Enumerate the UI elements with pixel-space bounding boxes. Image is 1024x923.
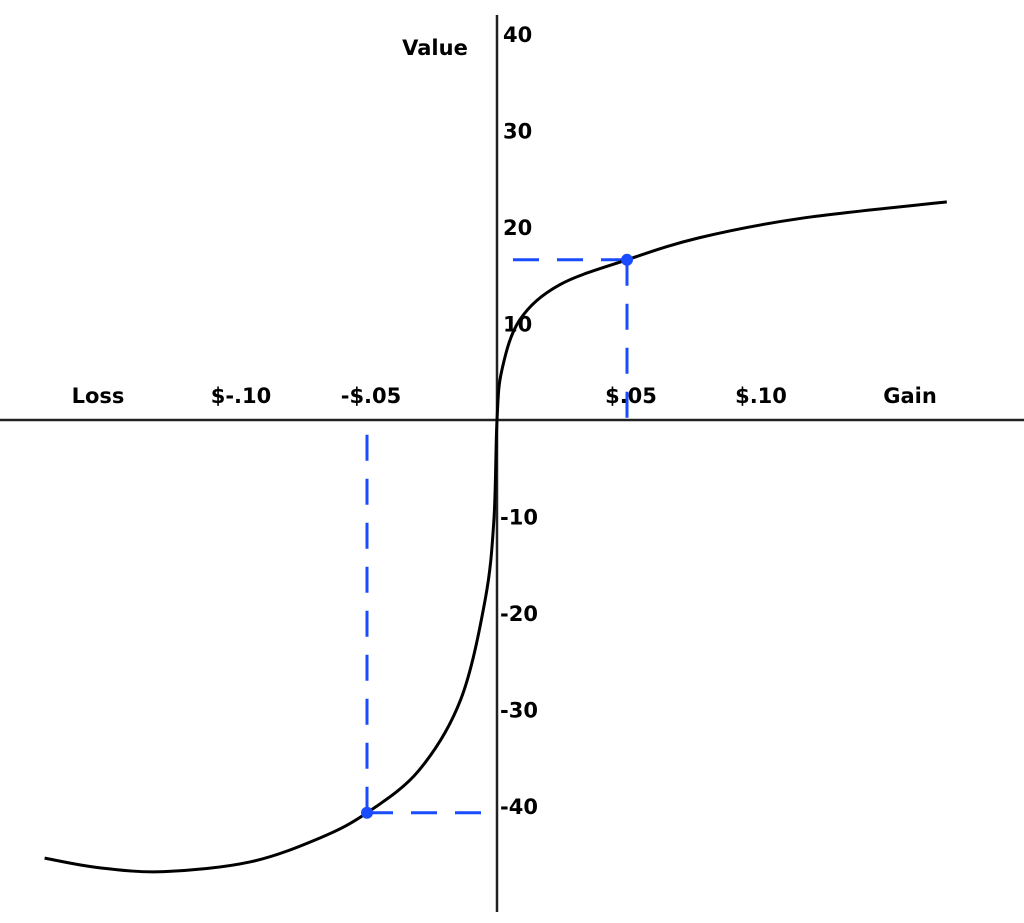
x-left-label: Loss: [72, 384, 125, 408]
x-tick-label: $-.10: [211, 384, 272, 408]
y-tick-label: -30: [500, 699, 538, 723]
marked-point: [361, 806, 373, 819]
x-right-label: Gain: [883, 384, 937, 408]
y-tick-label: -20: [500, 602, 538, 626]
x-tick-label: -$.05: [341, 384, 402, 408]
marked-point: [621, 253, 633, 266]
x-tick-label: $.10: [735, 384, 787, 408]
y-tick-label: 20: [503, 216, 532, 240]
y-tick-label: -10: [500, 506, 538, 530]
y-tick-label: 40: [503, 23, 532, 47]
x-tick-label: $.05: [605, 384, 657, 408]
value-curve: [44, 200, 947, 874]
y-tick-label: 10: [503, 313, 532, 337]
y-axis-title: Value: [402, 36, 468, 60]
y-tick-label: -40: [500, 795, 538, 819]
y-tick-label: 30: [503, 120, 532, 144]
